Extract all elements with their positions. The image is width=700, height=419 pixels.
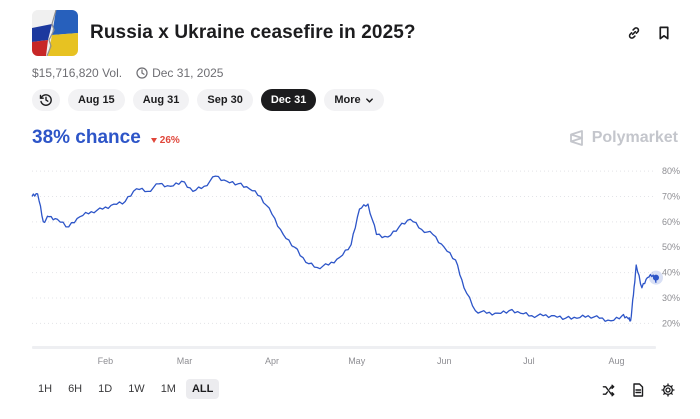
range-1d[interactable]: 1D [98,383,113,395]
filter-aug-15[interactable]: Aug 15 [68,89,125,111]
chance-value: 38% chance [32,127,141,148]
x-tick-label: Jun [437,356,452,366]
more-label: More [334,94,361,106]
x-tick-label: Apr [265,356,279,366]
y-tick-label: 50% [662,242,680,252]
date-filter-bar: Aug 15 Aug 31 Sep 30 Dec 31 More [32,89,384,111]
price-chart[interactable]: 20% 30% 40% 50% 60% 70% 80% Feb Mar Apr May Jun Jul A… [0,160,700,376]
shuffle-icon[interactable] [600,382,616,398]
series-line [31,175,657,322]
document-icon[interactable] [630,382,646,398]
chance-delta: 26% [150,135,180,146]
y-tick-label: 20% [662,318,680,328]
x-tick-label: Jul [523,356,535,366]
filter-dec-31[interactable]: Dec 31 [260,89,317,111]
chance-summary: 38% chance 26% [32,127,180,149]
filter-sep-30[interactable]: Sep 30 [197,89,253,111]
x-tick-label: Feb [98,356,114,366]
bookmark-icon[interactable] [656,25,672,41]
gear-icon[interactable] [660,382,676,398]
y-tick-label: 60% [662,217,680,227]
range-1h[interactable]: 1H [38,383,53,395]
range-1m[interactable]: 1M [160,383,176,395]
x-tick-label: Aug [608,356,624,366]
down-arrow-icon [150,138,157,143]
x-tick-label: May [348,356,366,366]
x-axis-track [32,346,656,349]
range-1w[interactable]: 1W [128,383,145,395]
chevron-down-icon [365,96,374,105]
polymarket-watermark: Polymarket [568,129,678,147]
brand-name: Polymarket [591,129,678,146]
current-value-dot [653,274,659,281]
market-header: Russia x Ukraine ceasefire in 2025? [32,10,672,56]
link-icon[interactable] [626,25,642,41]
price-chart-svg: 20% 30% 40% 50% 60% 70% 80% Feb Mar Apr May Jun Jul A… [31,166,680,366]
y-tick-label: 80% [662,166,680,176]
market-meta: $15,716,820 Vol. Dec 31, 2025 [32,66,223,80]
russia-ukraine-flag-icon [32,10,78,56]
chart-tools [600,382,676,398]
y-tick-label: 30% [662,293,680,303]
history-clock-icon[interactable] [32,89,60,111]
more-button[interactable]: More [324,89,384,111]
chance-delta-value: 26% [159,135,180,146]
clock-icon [136,67,148,79]
volume-text: $15,716,820 Vol. [32,66,123,80]
market-title: Russia x Ukraine ceasefire in 2025? [90,22,416,43]
range-selector: 1H 6H 1D 1W 1M ALL [32,379,220,399]
range-all[interactable]: ALL [185,379,220,399]
filter-aug-31[interactable]: Aug 31 [132,89,190,111]
polymarket-logo-icon [569,130,583,146]
y-tick-label: 70% [662,191,680,201]
x-tick-label: Mar [177,356,193,366]
end-date-text: Dec 31, 2025 [152,66,224,80]
y-tick-label: 40% [662,268,680,278]
range-6h[interactable]: 6H [68,383,83,395]
